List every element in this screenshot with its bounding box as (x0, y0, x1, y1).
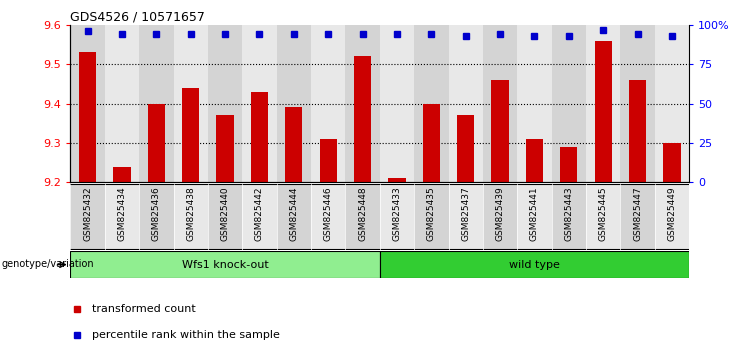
Text: GSM825434: GSM825434 (118, 186, 127, 241)
Bar (208, 184, 242, 250)
Bar (586, 184, 620, 250)
Bar (448, 25, 483, 182)
Bar (483, 25, 517, 182)
Text: GSM825440: GSM825440 (221, 186, 230, 241)
Bar (311, 25, 345, 182)
Bar (586, 25, 620, 182)
Text: GSM825436: GSM825436 (152, 186, 161, 241)
Text: GSM825448: GSM825448 (358, 186, 367, 241)
Bar (655, 25, 689, 182)
Bar (517, 25, 551, 182)
Bar (311, 184, 345, 250)
Bar (345, 25, 379, 182)
Bar (276, 184, 311, 250)
Bar (560, 147, 577, 182)
Text: GSM825446: GSM825446 (324, 186, 333, 241)
Bar (551, 184, 586, 250)
Text: GSM825442: GSM825442 (255, 186, 264, 241)
Bar (526, 139, 543, 182)
Text: GDS4526 / 10571657: GDS4526 / 10571657 (70, 11, 205, 24)
Bar (414, 184, 448, 250)
Bar (517, 184, 551, 250)
Bar (551, 25, 586, 182)
Bar (457, 115, 474, 182)
Bar (216, 115, 233, 182)
Text: percentile rank within the sample: percentile rank within the sample (92, 330, 280, 339)
Text: transformed count: transformed count (92, 304, 196, 314)
Bar (208, 25, 242, 182)
Bar (147, 103, 165, 182)
Text: GSM825433: GSM825433 (393, 186, 402, 241)
Bar (422, 103, 440, 182)
Text: GSM825438: GSM825438 (186, 186, 195, 241)
Bar (629, 80, 646, 182)
Text: GSM825437: GSM825437 (461, 186, 471, 241)
Bar (242, 184, 276, 250)
Bar (139, 25, 173, 182)
Bar (242, 25, 276, 182)
Bar (620, 184, 655, 250)
Text: genotype/variation: genotype/variation (1, 259, 94, 269)
Bar (139, 184, 173, 250)
Bar (380, 184, 414, 250)
Text: wild type: wild type (509, 259, 560, 270)
Bar (620, 25, 655, 182)
Bar (173, 184, 208, 250)
Bar (380, 251, 689, 278)
Bar (285, 108, 302, 182)
Bar (319, 139, 337, 182)
Text: GSM825445: GSM825445 (599, 186, 608, 241)
Bar (70, 251, 379, 278)
Bar (182, 88, 199, 182)
Bar (345, 184, 379, 250)
Text: GSM825447: GSM825447 (633, 186, 642, 241)
Bar (655, 184, 689, 250)
Text: GSM825444: GSM825444 (289, 186, 299, 241)
Text: GSM825441: GSM825441 (530, 186, 539, 241)
Bar (594, 40, 612, 182)
Text: GSM825439: GSM825439 (496, 186, 505, 241)
Bar (79, 52, 96, 182)
Bar (173, 25, 208, 182)
Bar (491, 80, 508, 182)
Bar (354, 56, 371, 182)
Bar (104, 25, 139, 182)
Bar (414, 25, 448, 182)
Bar (388, 178, 405, 182)
Bar (113, 166, 130, 182)
Bar (104, 184, 139, 250)
Bar (276, 25, 311, 182)
Bar (251, 92, 268, 182)
Bar (663, 143, 680, 182)
Text: Wfs1 knock-out: Wfs1 knock-out (182, 259, 268, 270)
Bar (483, 184, 517, 250)
Bar (448, 184, 483, 250)
Bar (380, 25, 414, 182)
Text: GSM825435: GSM825435 (427, 186, 436, 241)
Bar (70, 25, 104, 182)
Text: GSM825432: GSM825432 (83, 186, 92, 241)
Text: GSM825449: GSM825449 (668, 186, 677, 241)
Bar (70, 184, 104, 250)
Text: GSM825443: GSM825443 (565, 186, 574, 241)
